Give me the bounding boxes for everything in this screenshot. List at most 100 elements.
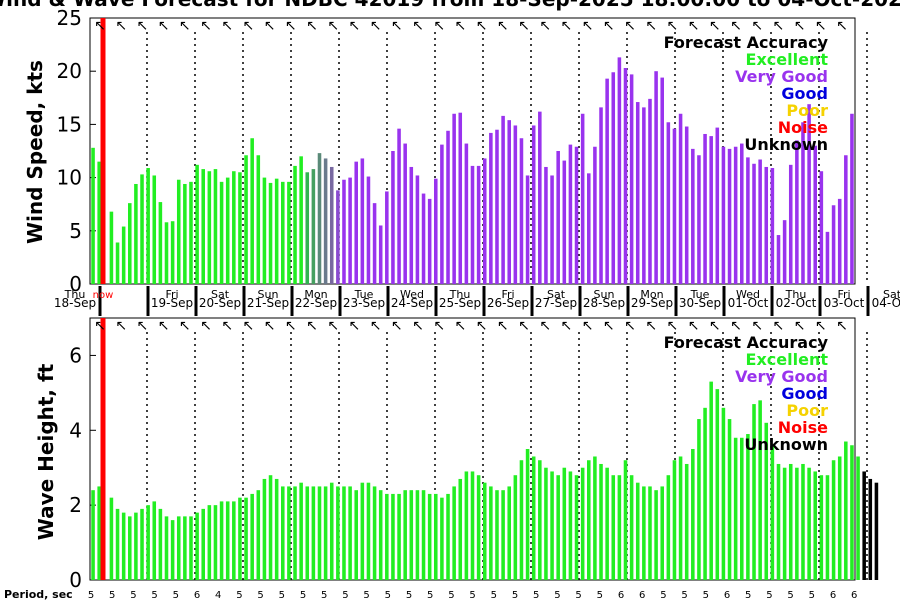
wind-bar bbox=[531, 125, 536, 285]
wave-direction-arrow: ↖ bbox=[518, 318, 530, 334]
period-value: 5 bbox=[809, 590, 815, 600]
wind-bar bbox=[452, 113, 456, 284]
wind-direction-arrow: ↖ bbox=[94, 18, 106, 34]
day-name-label: Sat bbox=[547, 288, 566, 301]
wind-direction-arrow: ↖ bbox=[349, 18, 361, 34]
wave-legend-item: Very Good bbox=[735, 367, 828, 386]
wave-bar bbox=[684, 463, 689, 580]
wind-bar bbox=[152, 175, 157, 284]
wind-bar bbox=[740, 143, 744, 284]
wave-bar bbox=[709, 381, 713, 580]
wave-bar bbox=[482, 482, 487, 580]
wave-bar bbox=[727, 419, 732, 580]
period-value: 5 bbox=[385, 590, 391, 600]
period-value: 5 bbox=[88, 590, 94, 600]
wave-bar bbox=[562, 467, 567, 580]
period-value: 5 bbox=[575, 590, 581, 600]
wind-bar bbox=[550, 175, 554, 284]
wind-direction-arrow: ↖ bbox=[370, 18, 382, 34]
wave-bar bbox=[501, 490, 505, 580]
wind-bar bbox=[495, 129, 499, 284]
wave-bar bbox=[758, 400, 762, 580]
wave-bar bbox=[427, 493, 432, 580]
wave-bar bbox=[856, 456, 860, 580]
wind-bar bbox=[819, 171, 824, 284]
wind-bar bbox=[721, 146, 726, 284]
period-value: 5 bbox=[342, 590, 348, 600]
wind-bar bbox=[825, 231, 830, 284]
wave-direction-arrow: ↖ bbox=[327, 318, 339, 334]
wave-direction-arrow: ↖ bbox=[709, 318, 721, 334]
period-value: 5 bbox=[406, 590, 412, 600]
period-value: 5 bbox=[491, 590, 497, 600]
wave-bar bbox=[397, 493, 401, 580]
wave-bar bbox=[513, 475, 518, 580]
wave-legend-item: Poor bbox=[786, 401, 828, 420]
wave-height-panel: 0 2 4 6 ↖ ↖ ↖ ↖ ↖ ↖ ↖ ↖ ↖ ↖ ↖ ↖ ↖ ↖ ↖ ↖ ↖ ↖ ↖ ↖ ↖ ↖ ↖ ↖ ↖ ↖ ↖ ↖ ↖ ↖ ↖ ↖ ↖ ↖ ↖ ↖… bbox=[69, 317, 879, 592]
wave-bar bbox=[121, 512, 126, 580]
wind-bar bbox=[183, 183, 187, 284]
wind-bar bbox=[281, 181, 285, 284]
wave-bar bbox=[434, 493, 438, 580]
wind-bar bbox=[121, 226, 126, 284]
wave-bar bbox=[164, 516, 169, 580]
wave-bar bbox=[360, 482, 365, 580]
wave-bar bbox=[580, 467, 585, 580]
wave-bar bbox=[574, 475, 579, 580]
wind-bar bbox=[201, 169, 205, 284]
wind-bar bbox=[660, 77, 664, 284]
wave-ytick-label: 6 bbox=[69, 343, 82, 367]
chart-title: Wind & Wave Forecast for NDBC 42019 from… bbox=[0, 0, 900, 11]
wind-bar bbox=[385, 191, 389, 284]
wave-direction-arrow: ↖ bbox=[836, 318, 848, 334]
wave-bar bbox=[232, 501, 236, 580]
wind-direction-arrow: ↖ bbox=[433, 18, 445, 34]
period-value: 5 bbox=[279, 590, 285, 600]
wave-bar bbox=[366, 482, 371, 580]
wave-bar bbox=[795, 467, 799, 580]
wave-bar bbox=[697, 419, 701, 580]
wind-direction-arrow: ↖ bbox=[158, 18, 170, 34]
wave-bar bbox=[525, 449, 530, 580]
day-date-label: 24-Sep bbox=[391, 296, 433, 310]
wave-direction-arrow: ↖ bbox=[94, 318, 106, 334]
day-date-label: 22-Sep bbox=[295, 296, 337, 310]
wind-bar bbox=[409, 166, 414, 284]
period-value: 5 bbox=[300, 590, 306, 600]
wind-bar bbox=[440, 144, 444, 284]
wind-bar bbox=[232, 171, 236, 284]
day-date-label: 20-Sep bbox=[199, 296, 241, 310]
day-name-label: Thu bbox=[785, 288, 807, 301]
wind-bar bbox=[599, 107, 603, 284]
day-date-label: 23-Sep bbox=[343, 296, 385, 310]
period-value: 5 bbox=[173, 590, 179, 600]
wind-bar bbox=[611, 72, 616, 284]
wind-direction-arrow: ↖ bbox=[603, 18, 615, 34]
wave-bar bbox=[262, 478, 267, 580]
wind-axis-label: Wind Speed, kts bbox=[23, 60, 47, 244]
period-value: 5 bbox=[766, 590, 772, 600]
wind-legend-item: Poor bbox=[786, 101, 828, 120]
wave-direction-arrow: ↖ bbox=[497, 318, 509, 334]
wave-bar bbox=[207, 505, 212, 580]
wave-bar bbox=[225, 501, 230, 580]
period-value: 5 bbox=[236, 590, 242, 600]
day-date-label: 18-Sep bbox=[54, 296, 96, 310]
wind-direction-arrow: ↖ bbox=[582, 18, 594, 34]
wind-bar bbox=[158, 202, 163, 284]
wind-bar bbox=[684, 126, 689, 284]
wind-bar bbox=[360, 158, 365, 284]
wind-bar bbox=[464, 143, 469, 284]
wind-direction-arrow: ↖ bbox=[518, 18, 530, 34]
period-value: 5 bbox=[448, 590, 454, 600]
day-name-label: Thu bbox=[64, 288, 86, 301]
wave-bar bbox=[605, 467, 609, 580]
wind-speed-panel: 0 5 10 15 20 25 ↖ ↖ ↖ ↖ ↖ ↖ ↖ ↖ ↖ ↖ ↖ ↖ ↖ ↖ ↖ ↖ ↖ ↖ ↖ ↖ ↖ ↖ ↖ ↖ ↖ ↖ ↖ ↖ ↖ ↖… bbox=[54, 6, 900, 316]
wind-bar bbox=[140, 174, 144, 284]
wave-bar bbox=[531, 456, 536, 580]
wind-bar bbox=[837, 198, 842, 284]
wave-bar bbox=[654, 490, 658, 580]
wave-bar bbox=[238, 497, 242, 580]
wave-bar bbox=[134, 512, 138, 580]
day-name-label: Wed bbox=[736, 288, 760, 301]
